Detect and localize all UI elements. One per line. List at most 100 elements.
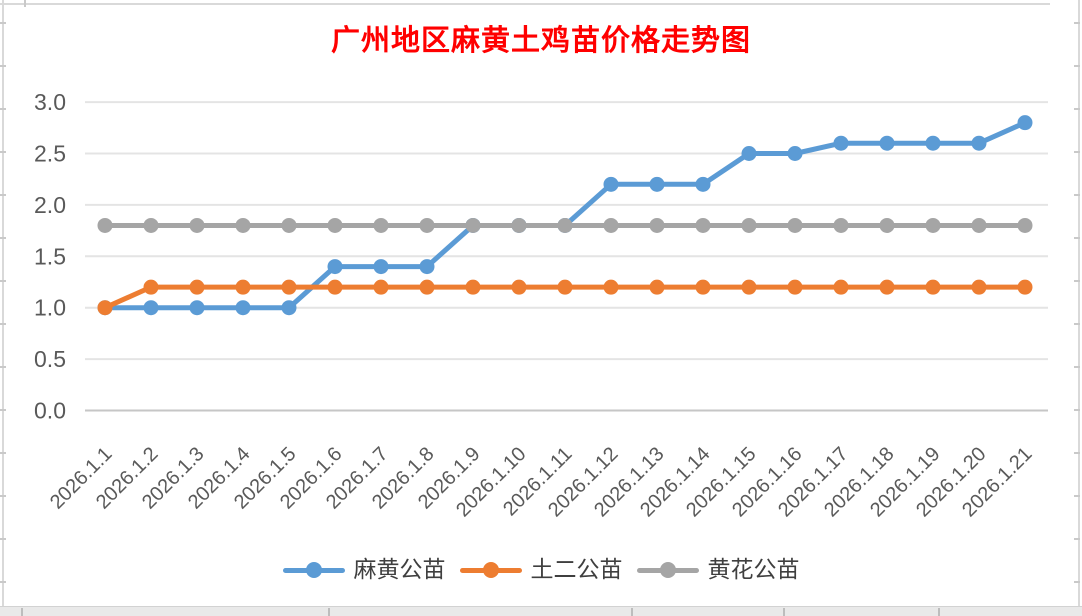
sheet-row-tick: [0, 323, 6, 325]
data-point-marker[interactable]: [419, 279, 435, 295]
legend-item-series-2[interactable]: 土二公苗: [459, 557, 623, 583]
data-point-marker[interactable]: [143, 279, 159, 295]
data-point-marker[interactable]: [511, 217, 527, 233]
data-point-marker[interactable]: [695, 217, 711, 233]
legend-marker-series-3: [636, 562, 699, 578]
data-point-marker[interactable]: [787, 146, 803, 161]
sheet-row-tick: [0, 495, 6, 497]
data-point-marker[interactable]: [833, 135, 849, 151]
plot-area[interactable]: 0.00.51.01.52.02.53.02026.1.12026.1.2202…: [0, 0, 1082, 545]
sheet-row-tick: [0, 194, 6, 196]
data-point-marker[interactable]: [1017, 115, 1033, 131]
legend-marker-series-1: [282, 562, 345, 578]
legend-item-series-3[interactable]: 黄花公苗: [636, 557, 800, 583]
data-point-marker[interactable]: [281, 300, 297, 316]
legend-label: 麻黄公苗: [353, 557, 446, 583]
data-point-marker[interactable]: [741, 217, 757, 233]
sheet-row-tick: [1074, 108, 1080, 110]
data-point-marker[interactable]: [327, 279, 343, 295]
data-point-marker[interactable]: [557, 279, 573, 295]
data-point-marker[interactable]: [327, 259, 343, 275]
data-point-marker[interactable]: [281, 279, 297, 295]
data-point-marker[interactable]: [649, 176, 665, 192]
data-point-marker[interactable]: [327, 217, 343, 233]
legend-label: 土二公苗: [530, 557, 623, 583]
series-2[interactable]: [97, 279, 1033, 316]
sheet-gridline-top: [0, 3, 1050, 5]
data-point-marker[interactable]: [695, 176, 711, 192]
data-point-marker[interactable]: [143, 300, 159, 316]
data-point-marker[interactable]: [603, 176, 619, 192]
data-point-marker[interactable]: [1017, 279, 1033, 295]
sheet-cell-tick: [631, 608, 633, 616]
data-point-marker[interactable]: [649, 279, 665, 295]
data-point-marker[interactable]: [557, 217, 573, 233]
sheet-cell-tick: [328, 608, 330, 616]
data-point-marker[interactable]: [695, 279, 711, 295]
data-point-marker[interactable]: [603, 217, 619, 233]
data-point-marker[interactable]: [649, 217, 665, 233]
data-point-marker[interactable]: [971, 217, 987, 233]
data-point-marker[interactable]: [189, 279, 205, 295]
data-point-marker[interactable]: [97, 300, 113, 316]
data-point-marker[interactable]: [741, 279, 757, 295]
data-point-marker[interactable]: [787, 279, 803, 295]
data-point-marker[interactable]: [925, 135, 941, 151]
data-point-marker[interactable]: [787, 217, 803, 233]
legend-item-series-1[interactable]: 麻黄公苗: [282, 557, 446, 583]
sheet-row-tick: [1074, 409, 1080, 411]
data-point-marker[interactable]: [465, 217, 481, 233]
y-tick-label: 0.5: [34, 346, 66, 372]
sheet-row-tick: [0, 22, 6, 24]
sheet-cell-tick: [783, 608, 785, 616]
data-point-marker[interactable]: [235, 300, 251, 316]
sheet-row-tick: [0, 108, 6, 110]
data-point-marker[interactable]: [465, 279, 481, 295]
data-point-marker[interactable]: [925, 217, 941, 233]
y-tick-label: 2.5: [34, 141, 66, 167]
data-point-marker[interactable]: [833, 217, 849, 233]
sheet-column-tick: [24, 0, 26, 7]
data-point-marker[interactable]: [189, 300, 205, 316]
data-point-marker[interactable]: [235, 217, 251, 233]
sheet-row-tick: [1074, 452, 1080, 454]
sheet-gridline-left: [2, 0, 4, 607]
data-point-marker[interactable]: [833, 279, 849, 295]
sheet-row-tick: [1074, 237, 1080, 239]
data-point-marker[interactable]: [97, 217, 113, 233]
sheet-gridline-right: [1078, 0, 1080, 616]
data-point-marker[interactable]: [879, 135, 895, 151]
data-point-marker[interactable]: [879, 217, 895, 233]
data-point-marker[interactable]: [143, 217, 159, 233]
y-tick-label: 2.0: [34, 192, 66, 218]
legend-label: 黄花公苗: [707, 557, 800, 583]
sheet-row-tick: [0, 65, 6, 67]
data-point-marker[interactable]: [235, 279, 251, 295]
sheet-row-tick: [1074, 323, 1080, 325]
sheet-row-tick: [1074, 366, 1080, 368]
data-point-marker[interactable]: [879, 279, 895, 295]
legend-marker-series-2: [459, 562, 522, 578]
data-point-marker[interactable]: [281, 217, 297, 233]
sheet-cell-tick: [938, 608, 940, 616]
data-point-marker[interactable]: [373, 279, 389, 295]
sheet-row-tick: [1074, 538, 1080, 540]
data-point-marker[interactable]: [511, 279, 527, 295]
data-point-marker[interactable]: [189, 217, 205, 233]
data-point-marker[interactable]: [1017, 217, 1033, 233]
data-point-marker[interactable]: [925, 279, 941, 295]
sheet-row-tick: [1074, 65, 1080, 67]
data-point-marker[interactable]: [419, 259, 435, 275]
data-point-marker[interactable]: [971, 279, 987, 295]
data-point-marker[interactable]: [741, 146, 757, 161]
data-point-marker[interactable]: [971, 135, 987, 151]
sheet-row-tick: [1074, 151, 1080, 153]
series-3[interactable]: [97, 217, 1033, 233]
chart-title: 广州地区麻黄土鸡苗价格走势图: [330, 23, 751, 57]
data-point-marker[interactable]: [603, 279, 619, 295]
data-point-marker[interactable]: [419, 217, 435, 233]
sheet-row-tick: [0, 151, 6, 153]
sheet-row-tick: [0, 366, 6, 368]
data-point-marker[interactable]: [373, 217, 389, 233]
data-point-marker[interactable]: [373, 259, 389, 275]
